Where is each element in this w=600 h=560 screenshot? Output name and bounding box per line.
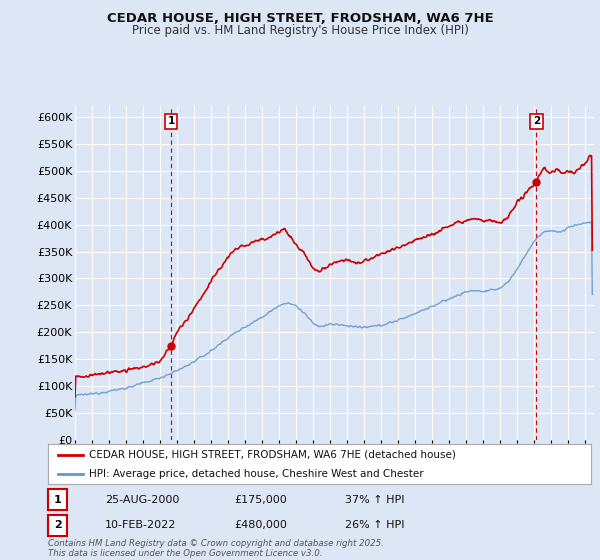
Text: £175,000: £175,000: [234, 494, 287, 505]
Text: 37% ↑ HPI: 37% ↑ HPI: [345, 494, 404, 505]
Text: CEDAR HOUSE, HIGH STREET, FRODSHAM, WA6 7HE (detached house): CEDAR HOUSE, HIGH STREET, FRODSHAM, WA6 …: [89, 450, 455, 460]
Text: 26% ↑ HPI: 26% ↑ HPI: [345, 520, 404, 530]
Text: 25-AUG-2000: 25-AUG-2000: [105, 494, 179, 505]
Text: 10-FEB-2022: 10-FEB-2022: [105, 520, 176, 530]
Text: 1: 1: [54, 494, 61, 505]
Text: Contains HM Land Registry data © Crown copyright and database right 2025.
This d: Contains HM Land Registry data © Crown c…: [48, 539, 384, 558]
Text: 2: 2: [533, 116, 540, 127]
Text: £480,000: £480,000: [234, 520, 287, 530]
Text: 1: 1: [167, 116, 175, 127]
Text: CEDAR HOUSE, HIGH STREET, FRODSHAM, WA6 7HE: CEDAR HOUSE, HIGH STREET, FRODSHAM, WA6 …: [107, 12, 493, 25]
Text: 2: 2: [54, 520, 61, 530]
Text: HPI: Average price, detached house, Cheshire West and Chester: HPI: Average price, detached house, Ches…: [89, 469, 424, 479]
Text: Price paid vs. HM Land Registry's House Price Index (HPI): Price paid vs. HM Land Registry's House …: [131, 24, 469, 36]
